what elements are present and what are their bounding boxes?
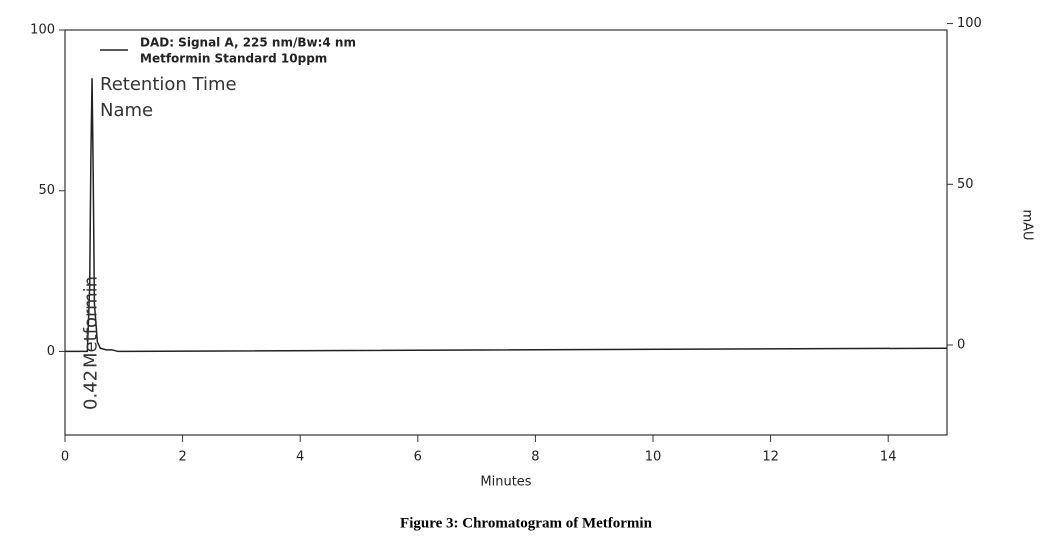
x-axis-label: Minutes	[480, 475, 531, 490]
plot-frame	[64, 29, 948, 436]
y2-tick-label: 100	[957, 16, 982, 31]
x-tick-label: 0	[61, 450, 69, 465]
y2-tick-label: 50	[957, 177, 974, 192]
y2-axis-label: mAU	[1020, 209, 1035, 240]
x-tick-label: 6	[414, 450, 422, 465]
peak-retention-label: 0.42	[81, 370, 102, 410]
x-tick-label: 10	[645, 450, 662, 465]
y-tick-label: 0	[47, 344, 55, 359]
y2-tick-label: 0	[957, 338, 965, 353]
x-tick-label: 8	[531, 450, 539, 465]
signal-line	[65, 78, 948, 353]
y-tick-label: 50	[38, 183, 55, 198]
annotation: Retention Time	[100, 74, 237, 95]
x-tick-label: 12	[762, 450, 779, 465]
x-tick-label: 2	[178, 450, 186, 465]
y-tick-label: 100	[30, 23, 55, 38]
caption: Figure 3: Chromatogram of Metformin	[400, 515, 653, 531]
legend-text: DAD: Signal A, 225 nm/Bw:4 nm	[140, 36, 356, 50]
annotation: Name	[100, 100, 153, 121]
x-tick-label: 14	[880, 450, 897, 465]
legend-subtext: Metformin Standard 10ppm	[140, 52, 327, 66]
peak-name-label: Metformin	[81, 276, 102, 368]
x-tick-label: 4	[296, 450, 304, 465]
